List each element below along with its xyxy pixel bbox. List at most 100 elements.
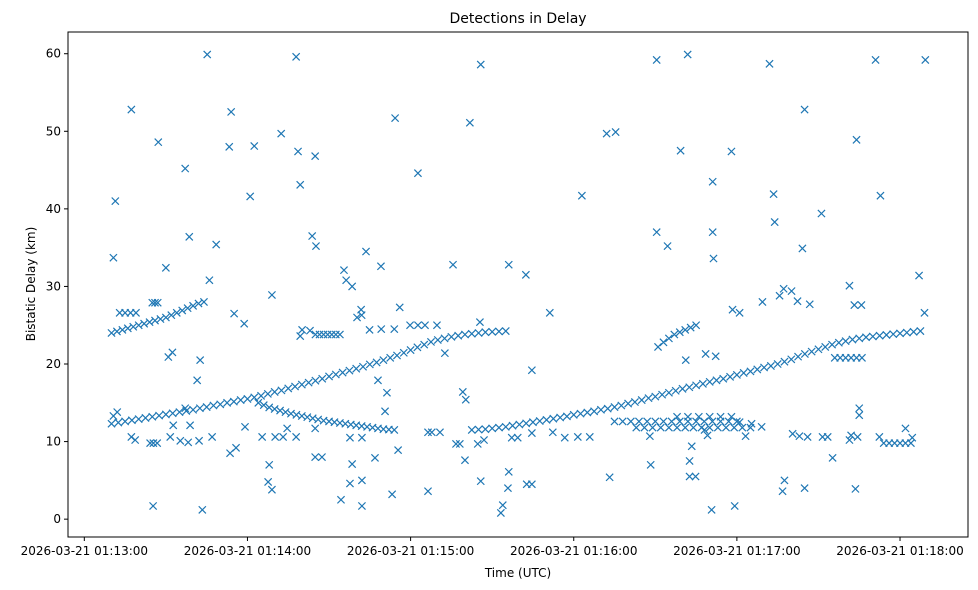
data-point [154, 138, 163, 147]
data-point [504, 260, 513, 269]
data-point [522, 419, 531, 428]
data-point [765, 59, 774, 68]
data-point [357, 311, 366, 320]
data-point [426, 337, 436, 346]
data-point [181, 164, 190, 173]
data-point [501, 422, 510, 431]
data-point [501, 327, 510, 336]
data-point [618, 417, 627, 426]
data-point [862, 333, 871, 342]
data-point [521, 270, 530, 279]
x-tick-label: 2026-03-21 01:16:00 [510, 544, 637, 558]
data-point [311, 424, 320, 433]
data-point [296, 332, 305, 341]
data-point [719, 374, 728, 383]
data-point [195, 436, 204, 445]
data-point [109, 253, 118, 262]
data-point [692, 321, 701, 330]
data-point [458, 387, 467, 396]
data-point [716, 412, 725, 421]
data-point [640, 423, 649, 432]
data-point [779, 284, 788, 293]
data-point [149, 439, 158, 448]
data-point [645, 432, 654, 441]
data-point [793, 297, 802, 306]
data-point [747, 419, 756, 428]
data-point [279, 432, 288, 441]
series-track-3 [107, 297, 208, 338]
data-point [345, 479, 354, 488]
data-point [658, 390, 667, 399]
data-point [739, 368, 748, 377]
data-point [178, 306, 187, 315]
data-point [150, 298, 160, 307]
data-point [705, 377, 714, 386]
data-point [435, 428, 444, 437]
data-point [161, 410, 170, 419]
data-point [386, 353, 395, 362]
y-axis-label: Bistatic Delay (km) [24, 227, 38, 342]
data-point [775, 291, 784, 300]
data-point [250, 393, 259, 402]
data-point [474, 425, 483, 434]
data-point [828, 453, 837, 462]
data-point [155, 411, 164, 420]
data-point [153, 298, 162, 307]
data-point [488, 424, 497, 433]
data-point [766, 361, 775, 370]
data-point [246, 192, 255, 201]
data-point [127, 105, 136, 114]
data-point [787, 355, 796, 364]
data-point [357, 501, 366, 510]
data-point [857, 301, 866, 310]
data-point [741, 432, 750, 441]
data-point [388, 490, 397, 499]
data-point [610, 403, 619, 412]
data-point [603, 404, 612, 413]
data-point [663, 242, 672, 251]
data-point [358, 362, 368, 371]
data-point [473, 439, 482, 448]
data-point [549, 414, 558, 423]
data-point [390, 325, 399, 334]
data-point [212, 240, 221, 249]
y-tick-label: 0 [53, 512, 61, 526]
data-point [195, 404, 204, 413]
data-point [345, 366, 354, 375]
data-point [114, 418, 123, 427]
data-point [345, 433, 354, 442]
data-point [181, 404, 190, 413]
data-point [265, 460, 274, 469]
data-point [186, 421, 195, 430]
data-point [683, 412, 692, 421]
data-point [475, 318, 484, 327]
data-point [258, 432, 267, 441]
data-point [406, 346, 415, 355]
data-point [476, 477, 485, 486]
data-point [855, 404, 864, 413]
x-tick-label: 2026-03-21 01:13:00 [21, 544, 148, 558]
data-point [871, 55, 880, 64]
data-point [216, 400, 225, 409]
data-point [460, 330, 470, 339]
data-point [712, 376, 721, 385]
data-point [420, 340, 429, 349]
data-point [474, 328, 483, 338]
data-point [738, 423, 747, 432]
data-point [205, 276, 214, 285]
data-point [131, 308, 141, 317]
data-point [304, 378, 313, 387]
data-point [420, 321, 430, 330]
data-point [853, 432, 862, 441]
data-point [342, 276, 351, 285]
data-point [460, 456, 470, 465]
data-point [707, 505, 716, 514]
data-point [308, 231, 317, 241]
data-point [508, 421, 517, 430]
data-point [140, 319, 149, 328]
data-point [488, 327, 497, 336]
data-point [821, 342, 830, 351]
data-point [590, 407, 599, 416]
data-point [292, 52, 301, 61]
data-point [257, 391, 266, 400]
